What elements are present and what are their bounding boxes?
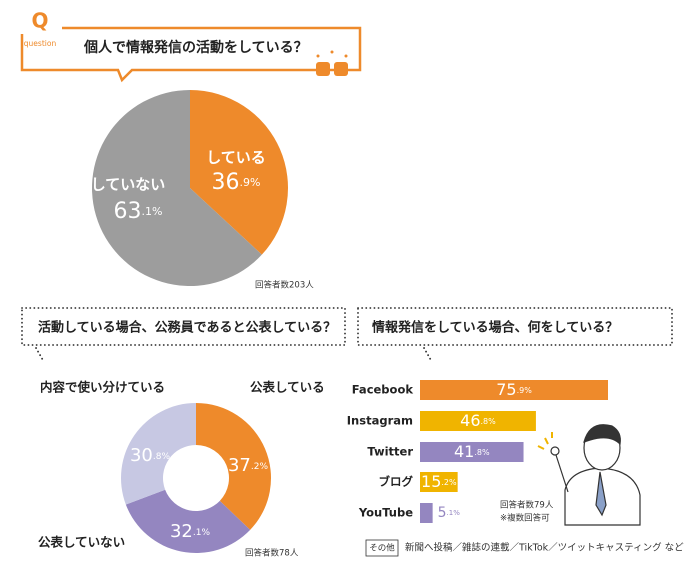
q-caption: question	[24, 39, 57, 48]
slice	[121, 403, 196, 505]
value-label: 36.9%	[212, 170, 261, 195]
category-label: 公表していない	[38, 535, 125, 550]
bar	[420, 442, 524, 462]
category-label: している	[206, 149, 266, 167]
question-frame	[357, 307, 673, 363]
bar	[420, 503, 433, 523]
question-frame	[21, 307, 346, 363]
slice	[91, 90, 262, 286]
title: 個人で情報発信の活動をしている？	[83, 39, 308, 56]
title: 活動している場合、公務員であると公表している？	[38, 320, 336, 336]
value-label: 41.8%	[454, 442, 490, 461]
value-label: 30.8%	[130, 445, 170, 466]
category-label: 内容で使い分けている	[40, 380, 165, 395]
title: 情報発信をしている場合、何をしている？	[372, 320, 618, 336]
bar	[420, 411, 536, 431]
value-label: 63.1%	[114, 199, 163, 224]
bar	[420, 380, 608, 400]
note: 回答者数203人	[255, 280, 314, 291]
category-label: Instagram	[347, 414, 413, 428]
note: ※複数回答可	[500, 513, 550, 524]
question-frame	[20, 26, 362, 83]
category-label: Twitter	[367, 445, 413, 459]
value-label: 37.2%	[228, 455, 268, 476]
value-label: 75.9%	[496, 380, 532, 399]
value-label: 15.2%	[421, 472, 457, 491]
q-mark: Q	[31, 9, 48, 33]
category-label: YouTube	[358, 506, 413, 520]
category-label: 公表している	[250, 380, 325, 395]
person-illustration	[537, 424, 641, 526]
value-label: 32.1%	[170, 521, 210, 542]
category-label: していない	[91, 176, 166, 194]
value-label: 46.8%	[460, 411, 496, 430]
other-text: 新聞へ投稿／雑誌の連載／TikTok／ツイットキャスティング など	[405, 542, 684, 554]
other-box	[365, 539, 399, 557]
other-label: その他	[369, 543, 395, 554]
slice	[125, 489, 251, 553]
value-label: 5.1%	[438, 505, 461, 521]
category-label: Facebook	[352, 383, 414, 397]
fist-icon	[316, 50, 348, 76]
category-label: ブログ	[379, 475, 414, 489]
bar	[420, 472, 458, 492]
note: 回答者数79人	[500, 500, 554, 511]
note: 回答者数78人	[245, 548, 299, 559]
slice	[196, 403, 271, 530]
slice	[190, 90, 288, 255]
